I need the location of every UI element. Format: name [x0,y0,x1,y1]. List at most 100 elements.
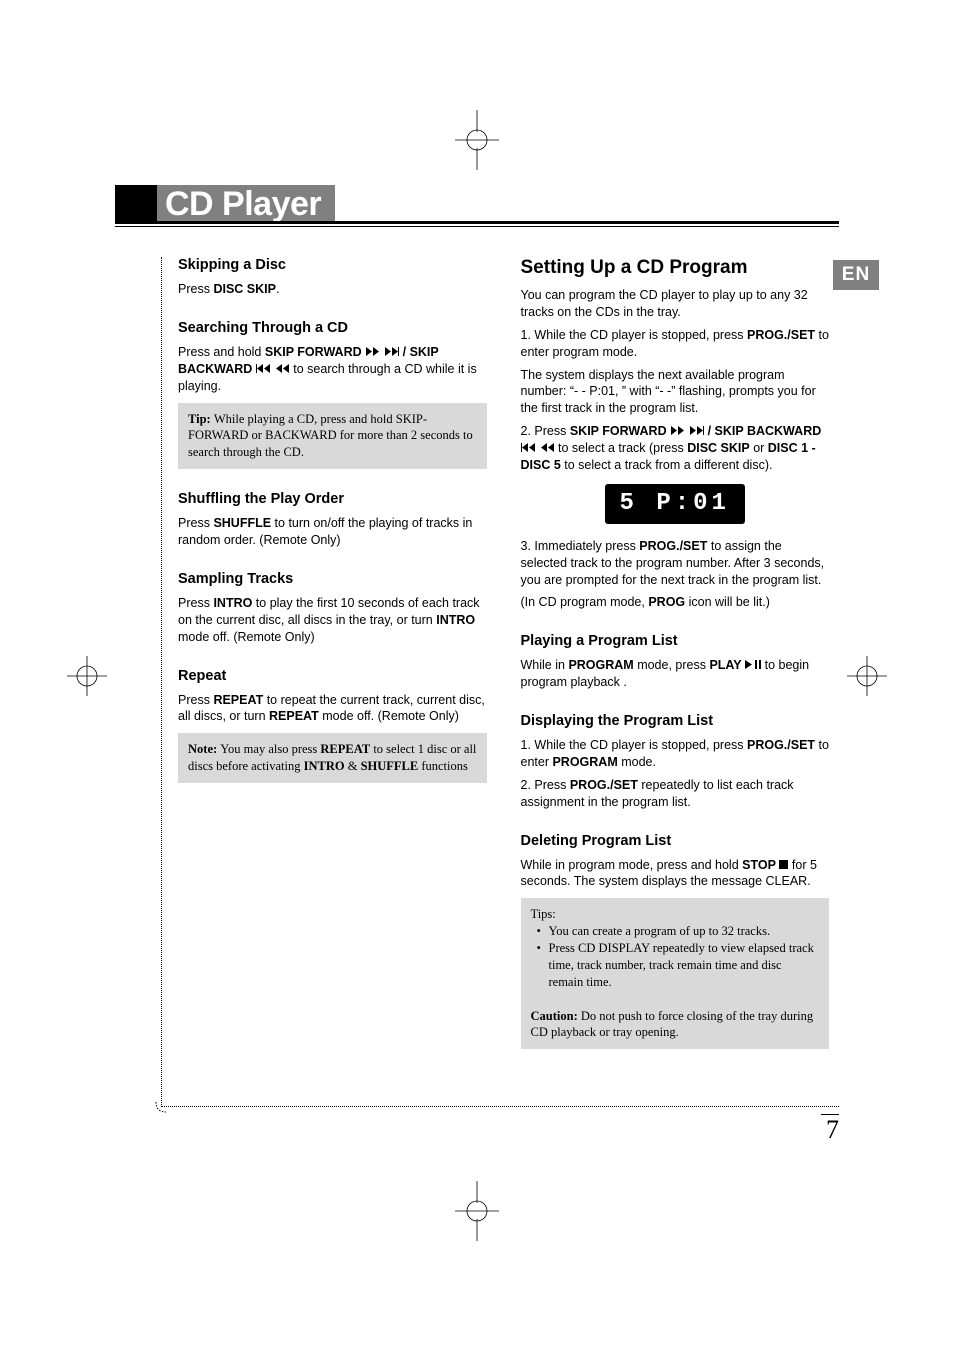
tips-item-2: Press CD DISPLAY repeatedly to view elap… [537,940,820,991]
para-program-display: The system displays the next available p… [521,367,830,418]
note-lead: Note: [188,742,220,756]
text: Press and hold [178,345,265,359]
para-program-step1: 1. While the CD player is stopped, press… [521,327,830,361]
dotted-corner-icon [155,1101,167,1113]
content-area: CD Player EN Skipping a Disc Press DISC … [115,185,839,1171]
text: Press [178,693,213,707]
para-program-step2: 2. Press SKIP FORWARD / SKIP BACKWARD to… [521,423,830,474]
para-shuffle: Press SHUFFLE to turn on/off the playing… [178,515,487,549]
register-mark-left-icon [65,654,109,698]
tips-item-1: You can create a program of up to 32 tra… [537,923,820,940]
text: mode, press [634,658,710,672]
heading-sampling: Sampling Tracks [178,571,487,587]
btn-shuffle-2: SHUFFLE [361,759,419,773]
tips-box: Tips: You can create a program of up to … [521,898,830,1049]
heading-delete-proglist: Deleting Program List [521,833,830,849]
btn-prog-set-4: PROG./SET [570,778,638,792]
right-column: Setting Up a CD Program You can program … [521,257,830,1049]
heading-display-proglist: Displaying the Program List [521,713,830,729]
text: . [276,282,279,296]
columns: Skipping a Disc Press DISC SKIP. Searchi… [115,257,839,1049]
para-skip-disc: Press DISC SKIP. [178,281,487,298]
text: 2. Press [521,424,570,438]
btn-repeat: REPEAT [213,693,263,707]
text: mode off. (Remote Only) [319,709,459,723]
page-number: 7 [826,1115,839,1145]
skip-backward-icon [256,364,290,373]
text: Press [178,282,213,296]
para-play-proglist: While in PROGRAM mode, press PLAY to beg… [521,657,830,691]
body-wrap: EN Skipping a Disc Press DISC SKIP. Sear… [115,257,839,1097]
btn-skip-forward: SKIP FORWARD [265,345,362,359]
title-black-block [115,185,157,221]
text: mode. [618,755,656,769]
para-display-step1: 1. While the CD player is stopped, press… [521,737,830,771]
btn-skip-backward-2: SKIP BACKWARD [715,424,822,438]
para-delete-proglist: While in program mode, press and hold ST… [521,857,830,891]
tip-search-cd: Tip: While playing a CD, press and hold … [178,403,487,470]
register-mark-right-icon [845,654,889,698]
page-title: CD Player [157,185,335,221]
text: or [750,441,768,455]
btn-skip-forward-2: SKIP FORWARD [570,424,667,438]
skip-forward-icon [670,426,704,435]
btn-program: PROGRAM [568,658,633,672]
text: While in program mode, press and hold [521,858,743,872]
dotted-border-bottom [161,1106,839,1107]
text: 1. While the CD player is stopped, press [521,738,748,752]
para-search-cd: Press and hold SKIP FORWARD / SKIP BACKW… [178,344,487,395]
btn-repeat-3: REPEAT [320,742,370,756]
stop-icon [779,860,788,869]
text: & [345,759,361,773]
heading-skip-disc: Skipping a Disc [178,257,487,273]
tips-lead: Tips: [531,906,820,923]
para-repeat: Press REPEAT to repeat the current track… [178,692,487,726]
btn-shuffle: SHUFFLE [213,516,271,530]
title-bar: CD Player [115,185,839,229]
text: mode off. (Remote Only) [178,630,315,644]
text: to select a track (press [558,441,687,455]
text: icon will be lit.) [685,595,770,609]
caution-lead: Caution: [531,1009,581,1023]
btn-disc-skip-2: DISC SKIP [687,441,750,455]
text: 1. While the CD player is stopped, press [521,328,748,342]
title-rule-thin [115,226,839,227]
text: functions [418,759,468,773]
text: 2. Press [521,778,570,792]
para-program-intro: You can program the CD player to play up… [521,287,830,321]
heading-setup-program: Setting Up a CD Program [521,257,830,279]
heading-repeat: Repeat [178,668,487,684]
page: CD Player EN Skipping a Disc Press DISC … [0,0,954,1351]
skip-backward-icon [521,443,555,452]
language-tab: EN [833,260,879,290]
text: (In CD program mode, [521,595,649,609]
tip-body: While playing a CD, press and hold SKIP-… [188,412,473,460]
btn-prog-set-2: PROG./SET [639,539,707,553]
text: Press [178,596,213,610]
text: 3. Immediately press [521,539,640,553]
play-pause-icon [745,660,761,669]
btn-prog-set-3: PROG./SET [747,738,815,752]
title-rule-thick [115,221,839,224]
heading-play-proglist: Playing a Program List [521,633,830,649]
heading-search-cd: Searching Through a CD [178,320,487,336]
btn-intro-2: INTRO [436,613,475,627]
text: While in [521,658,569,672]
crop-mark-bottom-icon [447,1181,507,1241]
text: to select a track from a different disc)… [561,458,773,472]
para-program-icon: (In CD program mode, PROG icon will be l… [521,594,830,611]
tip-lead: Tip: [188,412,214,426]
lcd-display: 5 P:01 [605,484,745,524]
para-display-step2: 2. Press PROG./SET repeatedly to list ea… [521,777,830,811]
btn-play: PLAY [709,658,741,672]
btn-prog: PROG [648,595,685,609]
btn-disc-skip: DISC SKIP [213,282,276,296]
btn-repeat-2: REPEAT [269,709,319,723]
skip-forward-icon [365,347,399,356]
btn-program-2: PROGRAM [552,755,617,769]
text: / [403,345,410,359]
para-program-step3: 3. Immediately press PROG./SET to assign… [521,538,830,589]
tips-list: You can create a program of up to 32 tra… [531,923,820,991]
crop-mark-top-icon [447,110,507,170]
heading-shuffle: Shuffling the Play Order [178,491,487,507]
